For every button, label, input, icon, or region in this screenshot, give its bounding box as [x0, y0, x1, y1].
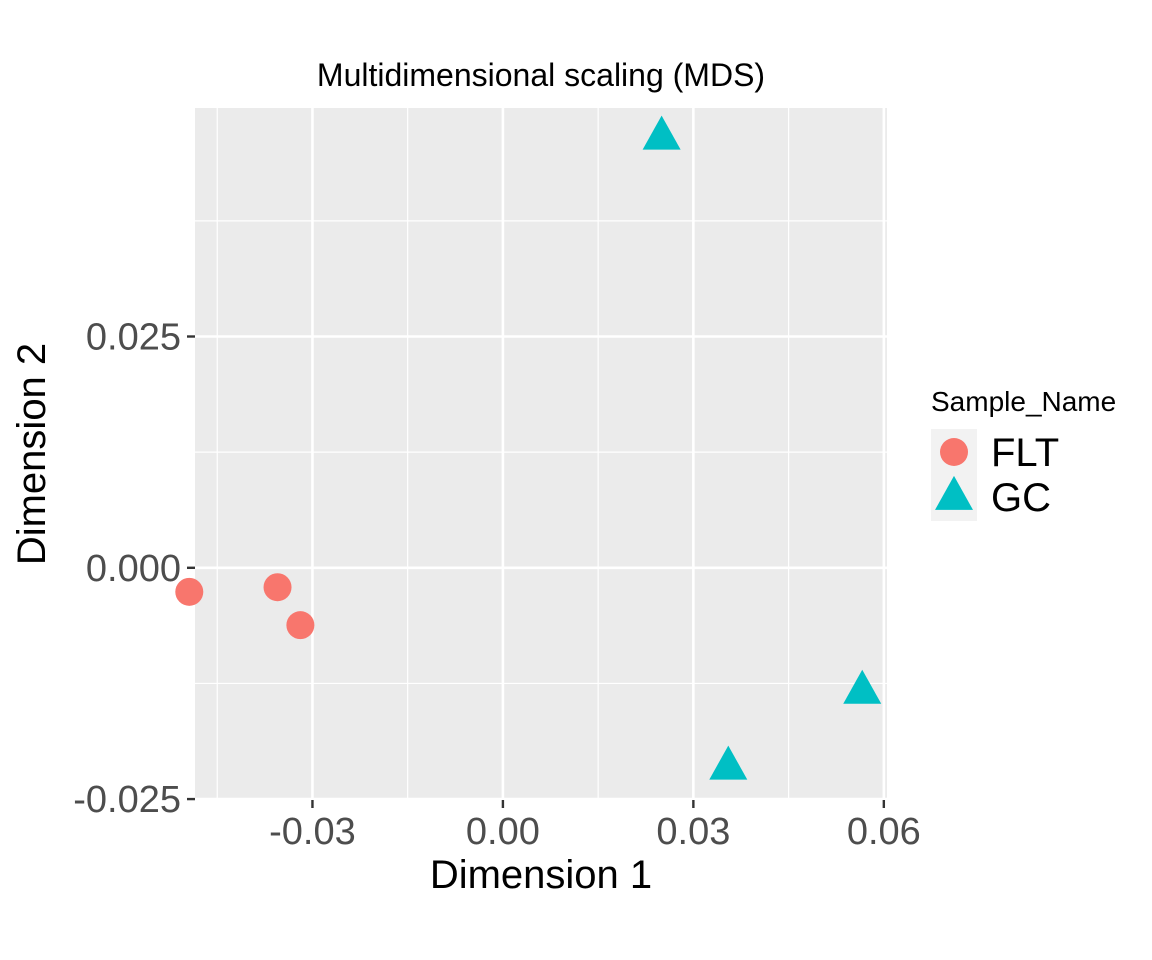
- x-tick-label: 0.06: [847, 811, 921, 853]
- data-point-gc: [642, 115, 681, 150]
- y-tick-label: -0.025: [73, 779, 181, 821]
- data-point-flt: [286, 611, 315, 640]
- x-tick-label: 0.03: [656, 811, 730, 853]
- plot-panel: [195, 108, 887, 800]
- y-tick-label: 0.025: [86, 317, 181, 359]
- data-point-gc: [709, 745, 748, 780]
- x-tick-label: 0.00: [466, 811, 540, 853]
- data-points: [175, 115, 882, 780]
- y-tick-label: 0.000: [86, 548, 181, 590]
- legend-label-gc: GC: [991, 476, 1051, 520]
- y-axis-title: Dimension 2: [10, 343, 54, 565]
- data-point-flt: [263, 573, 292, 602]
- data-point-flt: [175, 577, 204, 606]
- grid-lines: [195, 108, 887, 801]
- axes: -0.03 0.00 0.03 0.06 -0.025 0.000 0.025: [73, 317, 921, 853]
- legend-label-flt: FLT: [991, 431, 1059, 475]
- legend-key-flt: [940, 438, 968, 466]
- x-axis-title: Dimension 1: [430, 853, 652, 897]
- data-point-gc: [843, 669, 882, 704]
- legend-key-gc: [935, 475, 973, 510]
- chart-title: Multidimensional scaling (MDS): [317, 57, 765, 93]
- x-tick-label: -0.03: [269, 811, 356, 853]
- legend-title: Sample_Name: [931, 386, 1116, 417]
